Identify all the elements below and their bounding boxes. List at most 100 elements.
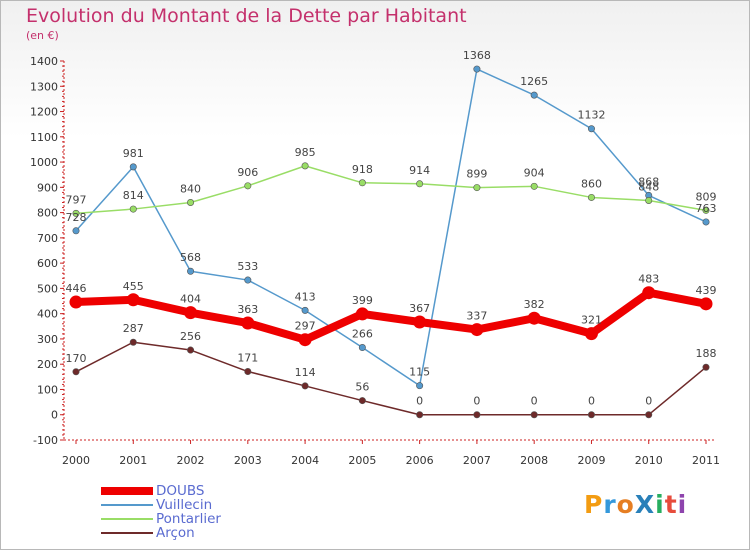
- y-tick-label: 1300: [30, 80, 58, 93]
- data-label: 115: [409, 366, 430, 379]
- data-label: 413: [295, 290, 316, 303]
- y-tick-label: 0: [51, 409, 58, 422]
- x-tick-label: 2011: [692, 454, 720, 467]
- data-point: [530, 91, 538, 99]
- x-tick-label: 2005: [348, 454, 376, 467]
- data-point: [473, 184, 481, 192]
- y-tick-label: 400: [37, 308, 58, 321]
- data-point: [184, 306, 198, 320]
- data-label: 0: [588, 395, 595, 408]
- x-tick-label: 2002: [177, 454, 205, 467]
- data-label: 446: [66, 282, 87, 295]
- data-label: 404: [180, 293, 201, 306]
- data-point: [416, 382, 424, 390]
- proxiti-logo: ProXiti: [584, 490, 687, 519]
- data-point: [416, 180, 424, 188]
- data-label: 763: [696, 202, 717, 215]
- data-point: [72, 227, 80, 235]
- y-tick-label: 1100: [30, 131, 58, 144]
- data-point: [358, 179, 366, 187]
- data-label: 981: [123, 147, 144, 160]
- y-tick-label: 900: [37, 181, 58, 194]
- legend-label: DOUBS: [156, 483, 205, 499]
- data-point: [298, 333, 312, 347]
- data-label: 56: [355, 381, 369, 394]
- data-point: [187, 198, 195, 206]
- logo-letter: P: [584, 490, 604, 519]
- data-point: [527, 311, 541, 325]
- series-line-doubs: [72, 288, 710, 344]
- data-label: 455: [123, 280, 144, 293]
- data-point: [645, 196, 653, 204]
- data-label: 1368: [463, 49, 491, 62]
- data-point: [702, 218, 710, 226]
- data-label: 797: [66, 193, 87, 206]
- data-label: 337: [466, 310, 487, 323]
- data-point: [126, 293, 140, 307]
- data-label: 266: [352, 328, 373, 341]
- data-label: 363: [237, 303, 258, 316]
- data-label: 0: [416, 395, 423, 408]
- logo-letter: i: [677, 490, 688, 519]
- data-label: 918: [352, 163, 373, 176]
- data-label: 399: [352, 294, 373, 307]
- series-line-arçon: [75, 341, 707, 416]
- data-point: [358, 397, 366, 405]
- y-tick-label: 1200: [30, 106, 58, 119]
- y-tick-label: 600: [37, 257, 58, 270]
- data-point: [587, 193, 595, 201]
- x-tick-label: 2010: [635, 454, 663, 467]
- data-point: [244, 276, 252, 284]
- legend-label: Vuillecin: [156, 497, 213, 513]
- data-label: 0: [531, 395, 538, 408]
- data-label: 1132: [577, 109, 605, 122]
- data-label: 297: [295, 320, 316, 333]
- x-tick-label: 2000: [62, 454, 90, 467]
- data-point: [72, 368, 80, 376]
- data-point: [416, 411, 424, 419]
- data-label: 188: [696, 347, 717, 360]
- y-tick-label: 1400: [30, 55, 58, 68]
- data-label: 985: [295, 146, 316, 159]
- y-tick-label: 200: [37, 358, 58, 371]
- x-tick-label: 2004: [291, 454, 319, 467]
- chart-title: Evolution du Montant de la Dette par Hab…: [26, 5, 467, 27]
- legend-label: Pontarlier: [156, 511, 221, 527]
- data-point: [645, 411, 653, 419]
- data-point: [702, 206, 710, 214]
- data-label: 367: [409, 302, 430, 315]
- data-label: 860: [581, 177, 602, 190]
- data-label: 899: [466, 168, 487, 181]
- data-label: 906: [237, 166, 258, 179]
- data-label: 114: [295, 366, 316, 379]
- data-point: [301, 306, 309, 314]
- data-point: [129, 205, 137, 213]
- data-point: [355, 307, 369, 321]
- y-tick-label: 1000: [30, 156, 58, 169]
- data-label: 1265: [520, 75, 548, 88]
- legend-label: Arçon: [156, 525, 195, 541]
- data-point: [187, 267, 195, 275]
- x-tick-label: 2009: [577, 454, 605, 467]
- logo-letter: r: [603, 490, 617, 519]
- legend-swatch: [101, 532, 153, 534]
- data-point: [530, 411, 538, 419]
- y-tick-label: -100: [33, 434, 58, 447]
- data-point: [530, 182, 538, 190]
- data-point: [187, 346, 195, 354]
- data-label: 0: [645, 395, 652, 408]
- data-point: [642, 286, 656, 300]
- data-label: 728: [66, 211, 87, 224]
- data-label: 840: [180, 182, 201, 195]
- data-point: [413, 315, 427, 329]
- data-label: 848: [638, 180, 659, 193]
- data-label: 171: [237, 352, 258, 365]
- data-label: 382: [524, 298, 545, 311]
- data-point: [587, 411, 595, 419]
- legend-swatch: [101, 518, 153, 520]
- data-label: 904: [524, 166, 545, 179]
- data-point: [587, 125, 595, 133]
- data-point: [129, 163, 137, 171]
